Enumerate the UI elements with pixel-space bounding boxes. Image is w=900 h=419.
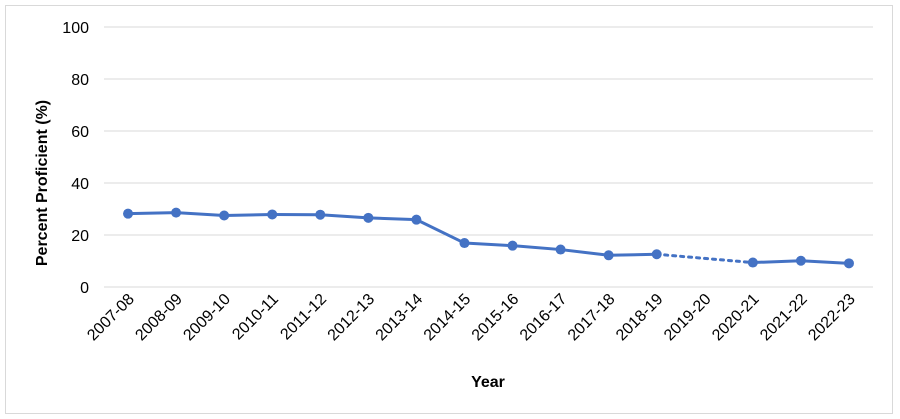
- data-point: [411, 214, 422, 225]
- y-tick-label: 40: [71, 176, 89, 193]
- data-point: [123, 208, 134, 219]
- series-segment: [414, 218, 466, 245]
- data-point: [219, 210, 230, 221]
- data-point: [507, 240, 518, 251]
- data-point: [459, 238, 470, 249]
- series-gap-dotted: [655, 252, 755, 265]
- y-tick-label: 60: [71, 124, 89, 141]
- x-tick-label: 2018-19: [613, 291, 667, 345]
- series-segment: [126, 211, 178, 216]
- x-tick-label: 2015-16: [469, 291, 523, 345]
- x-tick-label: 2012-13: [325, 291, 379, 345]
- data-point: [315, 209, 326, 220]
- y-axis-title: Percent Proficient (%): [34, 100, 51, 266]
- series-segment: [751, 259, 803, 265]
- data-point: [171, 207, 182, 218]
- data-point: [651, 249, 662, 260]
- x-tick-label: 2014-15: [421, 291, 475, 345]
- series-segment: [174, 211, 226, 217]
- data-point: [747, 257, 758, 268]
- x-tick-label: 2007-08: [84, 291, 138, 345]
- x-axis-tick-labels: 2007-082008-092009-102010-112011-122012-…: [84, 291, 859, 345]
- x-axis-title: Year: [471, 374, 505, 391]
- x-tick-label: 2022-23: [805, 291, 859, 345]
- x-tick-label: 2016-17: [517, 291, 571, 345]
- x-tick-label: 2008-09: [132, 291, 186, 345]
- series-segment: [511, 244, 563, 252]
- x-tick-label: 2020-21: [709, 291, 763, 345]
- series-segment: [607, 252, 659, 257]
- series-points: [123, 207, 854, 269]
- y-tick-label: 0: [80, 280, 89, 297]
- y-tick-label: 20: [71, 228, 89, 245]
- y-axis-tick-labels: 0 20 40 60 80 100: [62, 20, 89, 297]
- data-point: [843, 258, 854, 269]
- x-tick-label: 2019-20: [661, 291, 715, 345]
- x-tick-label: 2017-18: [565, 291, 619, 345]
- series-segment: [366, 216, 418, 222]
- data-point: [795, 255, 806, 266]
- data-point: [555, 244, 566, 255]
- data-point: [603, 250, 614, 261]
- x-tick-label: 2013-14: [373, 291, 427, 345]
- series-segment: [559, 248, 611, 257]
- y-tick-label: 80: [71, 72, 89, 89]
- data-point: [267, 209, 278, 220]
- series-segment: [318, 213, 370, 220]
- chart-frame: [5, 5, 893, 414]
- series-line: [126, 211, 851, 265]
- data-point: [363, 212, 374, 223]
- x-tick-label: 2021-22: [757, 291, 811, 345]
- gridlines: [104, 26, 873, 288]
- series-segment: [462, 241, 515, 248]
- series-segment: [222, 212, 274, 217]
- x-tick-label: 2011-12: [277, 291, 330, 344]
- x-tick-label: 2010-11: [229, 291, 282, 344]
- x-tick-label: 2009-10: [180, 291, 234, 345]
- y-tick-label: 100: [62, 20, 89, 37]
- series-segment: [799, 259, 851, 265]
